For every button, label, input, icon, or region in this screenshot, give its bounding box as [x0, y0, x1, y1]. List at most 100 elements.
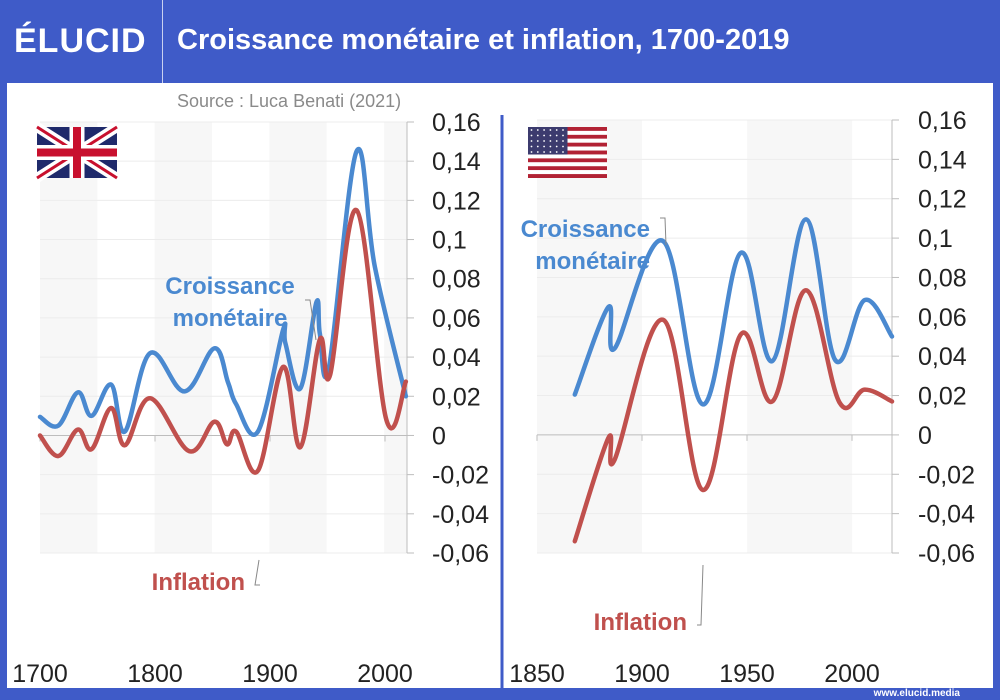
inflation-line [572, 287, 895, 544]
flag-stripe [528, 158, 607, 163]
y-tick-label: 0,16 [432, 109, 481, 137]
flag-star [543, 145, 545, 148]
flag-star [562, 151, 564, 153]
flag-stripe [528, 170, 607, 175]
series-label: Inflation [594, 609, 687, 636]
uk-flag-icon [34, 122, 120, 183]
y-tick-label: 0,06 [432, 305, 481, 333]
label-leader-line [697, 564, 704, 626]
y-tick-label: 0,06 [918, 304, 967, 332]
y-tick-label: -0,02 [432, 462, 489, 490]
flag-star [562, 134, 564, 137]
flag-star [530, 129, 533, 131]
y-tick-label: 0,12 [432, 187, 481, 215]
us-flag-icon [528, 127, 607, 178]
y-tick-label: 0,16 [918, 107, 967, 135]
y-tick-label: -0,02 [918, 461, 975, 489]
background-band [384, 122, 407, 553]
y-tick-label: 0 [918, 422, 932, 450]
y-tick-label: 0 [432, 422, 446, 450]
header-divider [162, 0, 163, 83]
background-band [747, 120, 853, 553]
flag-star [555, 140, 558, 142]
money-growth-line [37, 146, 409, 437]
x-tick-label: 1850 [509, 660, 565, 688]
y-tick-label: 0,04 [918, 343, 967, 371]
flag-star [549, 151, 552, 153]
website-credit: www.elucid.media [873, 688, 960, 699]
flag-stripe [528, 166, 607, 171]
y-tick-label: 0,08 [432, 266, 481, 294]
x-tick-label: 1700 [12, 660, 68, 688]
y-tick-label: 0,14 [432, 148, 481, 176]
y-tick-label: -0,04 [432, 501, 489, 529]
elucid-logo: ÉLUCID [14, 22, 147, 60]
inflation-line [37, 207, 409, 475]
flag-star [555, 151, 558, 153]
label-leader-line [254, 559, 260, 586]
flag-star [530, 134, 533, 137]
y-tick-label: 0,12 [918, 186, 967, 214]
y-tick-label: 0,02 [918, 383, 967, 411]
flag-star [562, 129, 564, 131]
chart-united-states: 0,16 0,14 0,12 0,1 0,08 0,06 0,04 0,02 0 -0,02 -0,… [509, 107, 975, 688]
y-tick-label: 0,04 [432, 344, 481, 372]
background-band [40, 122, 98, 553]
flag-star [530, 151, 533, 153]
y-tick-label: 0,08 [918, 264, 967, 292]
x-tick-label: 1950 [719, 660, 775, 688]
flag-star [549, 129, 552, 131]
flag-star [555, 129, 558, 131]
background-band [537, 120, 643, 553]
flag-star [543, 129, 545, 131]
x-tick-label: 1900 [242, 660, 298, 688]
flag-star [543, 140, 545, 142]
chart-united-kingdom: 0,16 0,14 0,12 0,1 0,08 0,06 0,04 0,02 0 -0,02 -0,… [12, 109, 489, 688]
flag-star [562, 140, 564, 142]
label-leader-line [305, 299, 317, 341]
flag-stripe [528, 154, 607, 159]
money-growth-line [572, 217, 895, 407]
flag-cross-red [37, 127, 117, 178]
series-label: Croissance [165, 273, 294, 300]
flag-star [549, 140, 552, 142]
flag-star [536, 134, 539, 137]
header: ÉLUCID Croissance monétaire et inflation… [0, 0, 1000, 83]
x-tick-label: 1900 [614, 660, 670, 688]
y-tick-label: -0,06 [918, 540, 975, 568]
flag-star [536, 145, 539, 148]
y-tick-label: 0,1 [432, 227, 467, 255]
x-tick-label: 2000 [357, 660, 413, 688]
page-title: Croissance monétaire et inflation, 1700-… [177, 24, 790, 56]
background-band [154, 122, 213, 553]
source-note: Source : Luca Benati (2021) [177, 91, 402, 111]
series-label: Croissance [521, 216, 650, 243]
flag-star [555, 134, 558, 137]
flag-star [543, 151, 545, 153]
y-tick-label: 0,1 [918, 225, 953, 253]
y-tick-label: 0,14 [918, 146, 967, 174]
flag-star [536, 151, 539, 153]
flag-star [555, 145, 558, 148]
flag-star [543, 134, 545, 137]
y-tick-label: -0,06 [432, 540, 489, 568]
flag-star [530, 145, 533, 148]
flag-stripe [528, 174, 607, 178]
series-label: monétaire [535, 248, 650, 275]
label-leader-line [660, 217, 667, 246]
x-tick-label: 2000 [824, 660, 880, 688]
flag-star [536, 129, 539, 131]
flag-star [549, 134, 552, 137]
x-tick-label: 1800 [127, 660, 183, 688]
flag-star [530, 140, 533, 142]
flag-canton [528, 127, 568, 155]
series-label: monétaire [173, 305, 288, 332]
series-label: Inflation [152, 569, 245, 596]
flag-star [562, 145, 564, 148]
flag-star [549, 145, 552, 148]
y-tick-label: -0,04 [918, 501, 975, 529]
flag-star [536, 140, 539, 142]
y-tick-label: 0,02 [432, 383, 481, 411]
flag-stripe [528, 162, 607, 167]
